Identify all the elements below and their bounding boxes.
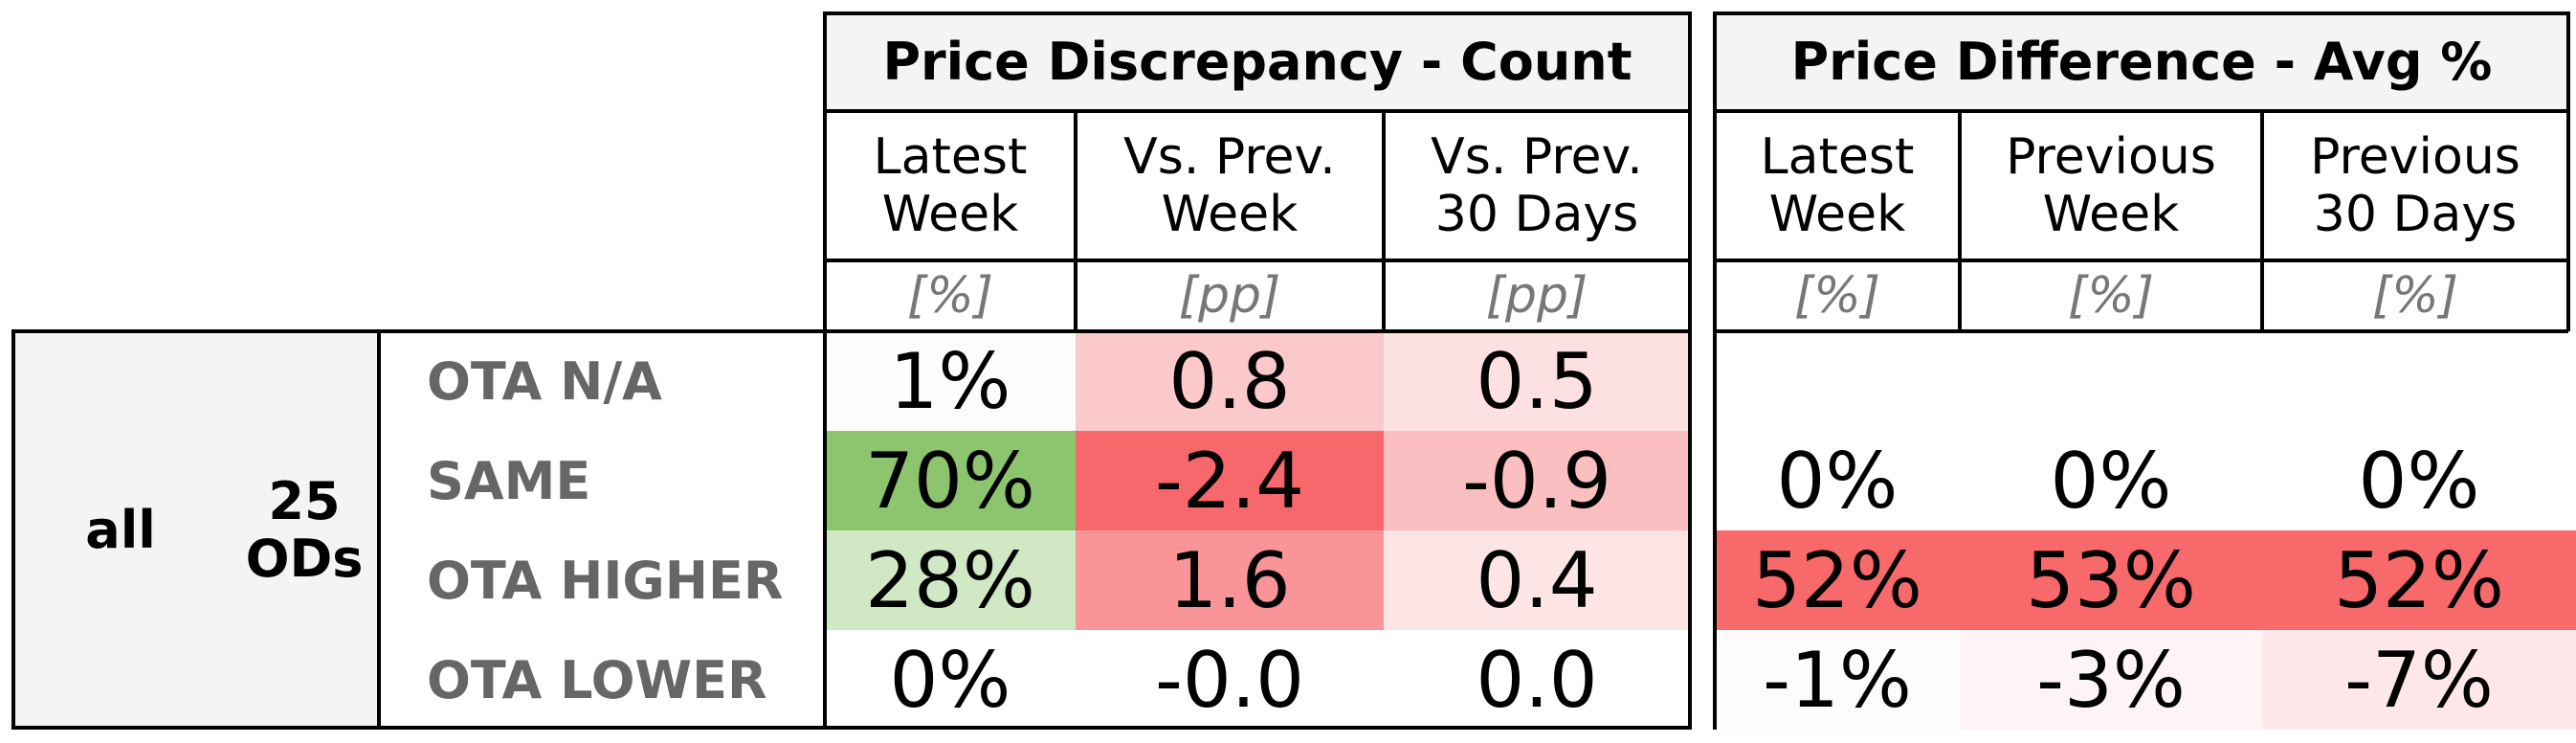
cell-value: -3% — [2036, 635, 2186, 725]
section-border — [1713, 11, 1717, 331]
cell-value — [1960, 331, 2262, 431]
heat-cell — [1076, 331, 1384, 431]
header-border — [1713, 259, 2570, 262]
group-label-panel — [11, 331, 379, 730]
body-border — [11, 726, 1692, 730]
cell-value: 0.0 — [1476, 635, 1598, 725]
group-label-all: all — [85, 500, 156, 560]
heat-cell — [1715, 630, 1960, 730]
cell-value: 0.5 — [1476, 336, 1598, 426]
cell-value: 0% — [2050, 436, 2172, 526]
row-label: SAME — [427, 450, 591, 511]
body-border — [377, 331, 381, 730]
cell-value: -0.9 — [1461, 436, 1612, 526]
cell-value: 0% — [889, 635, 1011, 725]
heat-cell — [1960, 630, 2262, 730]
heat-cell — [1076, 431, 1384, 530]
header-border — [823, 109, 1692, 113]
section-border — [2566, 11, 2570, 331]
cell-value: 0% — [1776, 436, 1899, 526]
heat-cell — [1076, 530, 1384, 630]
cell-value: 1.6 — [1168, 535, 1291, 625]
heat-cell — [2262, 331, 2576, 431]
cell-value: -7% — [2344, 635, 2494, 725]
heat-cell — [1384, 630, 1690, 730]
column-header: Previous 30 Days — [2310, 128, 2520, 243]
section-title: Price Discrepancy - Count — [825, 11, 1690, 111]
header-border — [823, 259, 1692, 262]
heat-cell — [2262, 530, 2576, 630]
heat-cell — [1715, 331, 1960, 431]
heat-cell — [1960, 331, 2262, 431]
heat-cell — [1384, 331, 1690, 431]
column-header: Previous Week — [2006, 128, 2216, 243]
column-unit: [%] — [1794, 267, 1880, 325]
cell-value: -2.4 — [1154, 436, 1305, 526]
column-header: Vs. Prev. 30 Days — [1431, 128, 1643, 243]
column-unit: [pp] — [1485, 267, 1588, 325]
heat-cell — [1960, 431, 2262, 530]
body-border — [1713, 329, 2568, 333]
row-label: OTA N/A — [427, 350, 662, 412]
column-divider — [1074, 111, 1077, 331]
header-border — [1713, 11, 2570, 15]
cell-value: 52% — [1752, 535, 1922, 625]
cell-value: 0.4 — [1476, 535, 1598, 625]
cell-value: -0.0 — [1154, 635, 1305, 725]
section-title: Price Difference - Avg % — [1715, 11, 2568, 111]
cell-value — [2262, 331, 2576, 431]
row-label: OTA LOWER — [427, 649, 767, 710]
column-header: Vs. Prev. Week — [1123, 128, 1336, 243]
column-divider — [2260, 111, 2264, 331]
heat-cell — [1384, 431, 1690, 530]
cell-value: 0% — [2358, 436, 2480, 526]
column-unit: [%] — [2372, 267, 2458, 325]
column-unit: [%] — [907, 267, 993, 325]
body-border — [11, 329, 1692, 333]
header-border — [1713, 109, 2570, 113]
group-label-ods: 25 ODs — [245, 471, 364, 589]
heat-cell — [825, 630, 1076, 730]
section-border — [823, 11, 827, 730]
heat-cell — [825, 431, 1076, 530]
heat-cell — [1715, 530, 1960, 630]
column-divider — [1958, 111, 1962, 331]
heat-cell — [1715, 431, 1960, 530]
column-unit: [%] — [2068, 267, 2154, 325]
row-label: OTA HIGHER — [427, 550, 784, 611]
body-border — [1713, 331, 1717, 730]
cell-value: 53% — [2026, 535, 2196, 625]
heat-cell — [1076, 630, 1384, 730]
header-border — [823, 11, 1692, 15]
heat-cell — [2262, 431, 2576, 530]
cell-value: 0.8 — [1168, 336, 1291, 426]
cell-value: 52% — [2334, 535, 2504, 625]
heat-cell — [825, 530, 1076, 630]
column-header: Latest Week — [1760, 128, 1915, 243]
cell-value: 28% — [865, 535, 1035, 625]
cell-value: 70% — [865, 436, 1035, 526]
heat-cell — [1384, 530, 1690, 630]
heat-cell — [2262, 630, 2576, 730]
section-border — [1688, 11, 1692, 730]
heat-cell — [1960, 530, 2262, 630]
column-unit: [pp] — [1178, 267, 1281, 325]
cell-value: -1% — [1763, 635, 1912, 725]
body-border — [11, 331, 15, 730]
column-divider — [1382, 111, 1386, 331]
heat-cell — [825, 331, 1076, 431]
column-header: Latest Week — [873, 128, 1028, 243]
cell-value: 1% — [889, 336, 1011, 426]
cell-value — [1715, 331, 1960, 431]
